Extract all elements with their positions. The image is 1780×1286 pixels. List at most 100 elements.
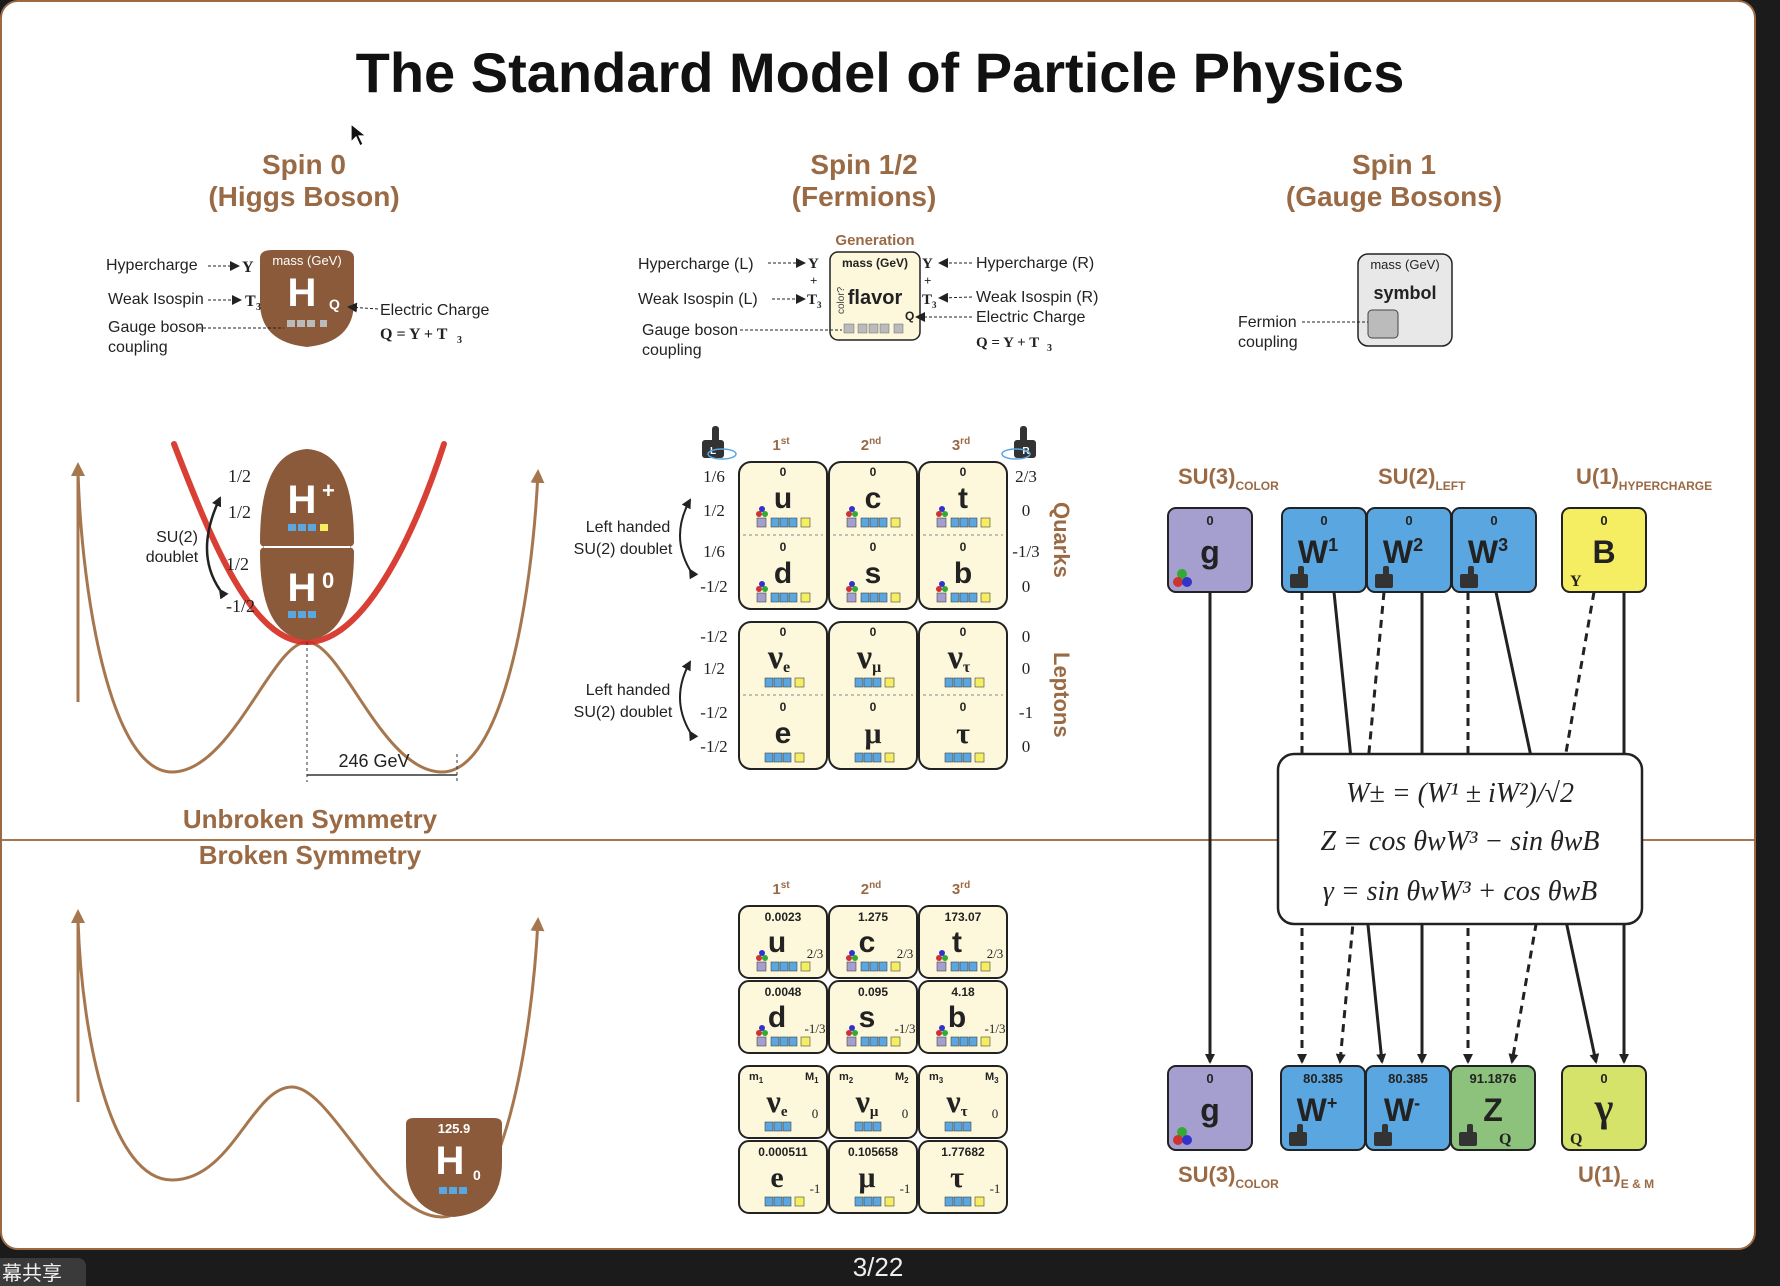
svg-text:L: L [710,446,716,457]
unbroken-boson-0[interactable]: 0g [1167,507,1253,593]
higgs-legend-mass: mass (GeV) [272,253,341,268]
weak-coupling-box [962,752,972,763]
right-charge-label: 0 [1022,627,1031,646]
fermion-symbol: u [774,482,792,515]
broken-boson-0[interactable]: 0g [1167,1065,1253,1151]
fermion-cell[interactable]: 0τ [944,700,985,763]
broken-boson-4[interactable]: 0γQ [1561,1065,1647,1151]
fermion-cell[interactable]: 0b [936,540,991,603]
weak-coupling-box [959,517,969,528]
boson-corner-label: Q [1499,1131,1511,1148]
gluon-coupling-box [756,961,767,972]
fermion-doublet-frame [828,621,918,770]
left-hand-icon [1460,574,1478,588]
u1-em-label: U(1)E & M [1578,1162,1654,1191]
fermion-cell[interactable]: 0μ [854,700,895,763]
gauge-legend: mass (GeV) symbol Fermion coupling [1238,253,1453,351]
fermion-legend-mass: mass (GeV) [842,256,908,270]
boson-symbol: g [1200,1092,1220,1128]
color-dot [852,586,858,592]
mixing-equations: W± = (W¹ ± iW²)/√2 Z = cos θwW³ − sin θw… [1276,752,1644,926]
screen-share-tab[interactable]: 幕共享 [0,1258,86,1286]
broken-fermion-cell[interactable]: 0.105658 μ -1 [828,1140,918,1214]
fermion-mass: 173.07 [945,910,982,924]
quarks-label: Quarks [1049,502,1074,578]
broken-boson-3[interactable]: 91.1876 ZQ [1450,1065,1536,1151]
color-dot [942,1030,948,1036]
fermion-symbol: b [948,1001,966,1034]
color-dot [762,511,768,517]
gluon-coupling-box [846,1036,857,1047]
weak-coupling-box [872,1121,882,1132]
broken-fermion-cell[interactable]: 0.0023 u 2/3 [738,905,828,979]
unbroken-boson-3[interactable]: 0W3 [1451,507,1537,593]
weak-coupling-box [773,752,783,763]
color-dot [942,955,948,961]
broken-generation-label-2: 2nd [861,880,882,898]
boson-frame [1167,1065,1253,1151]
weak-coupling-box [770,1036,780,1047]
unbroken-boson-1[interactable]: 0W1 [1281,507,1367,593]
svg-text:+: + [810,273,817,288]
hypercharge-coupling-box [794,1196,805,1207]
broken-fermion-cell[interactable]: 4.18 b -1/3 [918,980,1008,1054]
color-dot [846,955,852,961]
fermion-cell[interactable]: 0s [846,540,901,603]
boson-mass: 80.385 [1303,1071,1343,1086]
hypercharge-coupling-box [794,677,805,688]
left-hand-thumb [1468,566,1474,578]
left-hand-thumb [1297,1124,1303,1136]
weak-coupling-box [878,517,888,528]
svg-text:+: + [322,478,335,503]
higgs-legend-y: Y [242,259,254,276]
left-charge-label: 1/6 [703,467,725,486]
broken-fermion-cell[interactable]: 0.0048 d -1/3 [738,980,828,1054]
color-dot [759,950,765,956]
svg-text:SU(2): SU(2) [156,529,198,546]
higgs-plus-symbol: H [288,478,317,522]
su2-left-label: SU(2)LEFT [1378,464,1466,493]
fermion-cell[interactable]: 0e [764,700,805,763]
broken-boson-2[interactable]: 80.385 W- [1365,1065,1451,1151]
fermion-mass: 0.105658 [848,1145,898,1159]
weak-coupling-box [860,961,870,972]
broken-fermion-frame [918,1140,1008,1214]
fermion-cell[interactable]: 0t [936,465,991,528]
color-dot [846,1030,852,1036]
left-handed-leptons-1: Left handed [586,682,671,699]
spin-half-heading: Spin 1/2 [810,149,917,180]
fermion-charge: 2/3 [897,946,914,961]
fermion-cell[interactable]: 0c [846,465,901,528]
broken-fermion-cell[interactable]: 0.000511 e -1 [738,1140,828,1214]
vev-label: 246 GeV [338,751,409,771]
fermion-symbol: c [859,926,876,959]
broken-fermion-cell[interactable]: 1.275 c 2/3 [828,905,918,979]
svg-text:T: T [922,292,932,308]
fermion-cell[interactable]: 0u [756,465,811,528]
unbroken-boson-4[interactable]: 0 BY [1561,507,1647,593]
fermion-symbol: μ [864,717,881,750]
color-dot [942,586,948,592]
fermion-symbol: t [952,926,962,959]
fermion-mass: 0 [870,700,877,714]
gauge-sector: SU(3)COLOR SU(2)LEFT U(1)HYPERCHARGE SU(3)C… [1167,464,1712,1191]
fermion-cell[interactable]: 0d [756,540,811,603]
boson-mass: 91.1876 [1470,1071,1517,1086]
left-hand-icon [1459,1132,1477,1146]
left-charge-label: 1/6 [703,542,725,561]
left-handed-quarks-2: SU(2) doublet [574,541,673,558]
broken-fermion-cell[interactable]: 1.77682 τ -1 [918,1140,1008,1214]
hypercharge-coupling-box [974,1196,985,1207]
weak-coupling-box [944,1196,954,1207]
broken-fermion-cell[interactable]: 173.07 t 2/3 [918,905,1008,979]
weak-coupling-box [962,1121,972,1132]
weak-coupling-box [968,517,978,528]
unbroken-boson-2[interactable]: 0W2 [1366,507,1452,593]
higgs-potential-broken: 125.9 H 0 [71,909,545,1219]
color-dot [1182,577,1192,587]
broken-fermion-cell[interactable]: 0.095 s -1/3 [828,980,918,1054]
